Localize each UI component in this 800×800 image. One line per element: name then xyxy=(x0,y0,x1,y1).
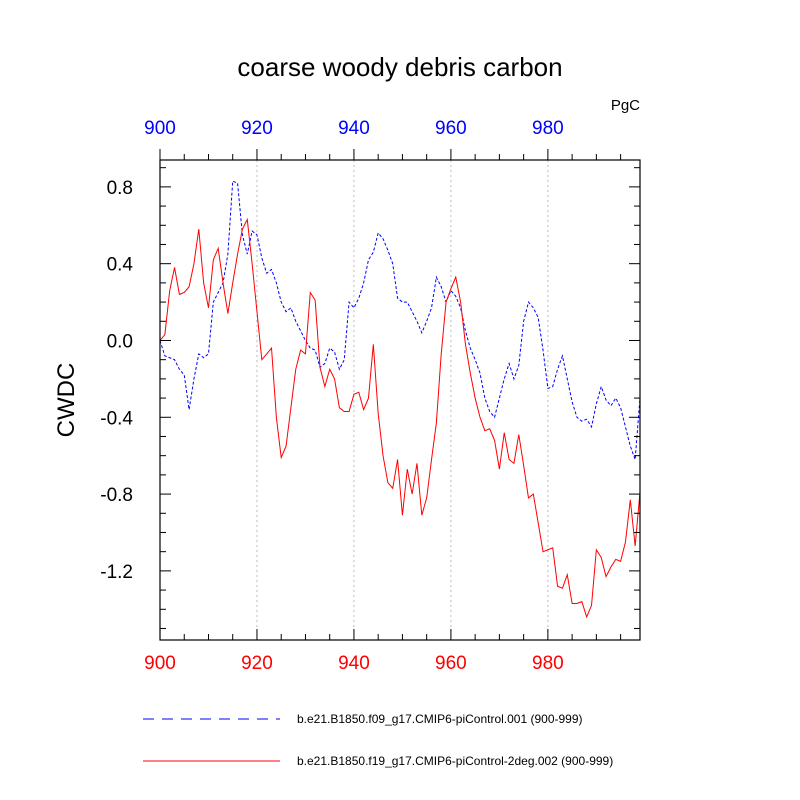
series-line-1 xyxy=(159,180,641,460)
x-tick-label-bottom: 960 xyxy=(435,653,467,674)
grid-lines xyxy=(256,160,549,640)
series-layer xyxy=(159,180,641,619)
y-tick-label: 0.4 xyxy=(107,255,134,276)
x-tick-label-top: 980 xyxy=(532,118,564,139)
chart-title: coarse woody debris carbon xyxy=(237,52,562,82)
y-axis-label: CWDC xyxy=(53,363,80,438)
axes: 900 900 920 920 940 940 960 960 980 980 0.8 0.4 0.0 -… xyxy=(100,118,641,674)
y-tick-label: 0.0 xyxy=(107,331,133,352)
x-tick-label-bottom: 940 xyxy=(338,653,370,674)
legend-label-2: b.e21.B1850.f19_g17.CMIP6-piControl-2deg… xyxy=(297,754,613,768)
x-tick-label-top: 960 xyxy=(435,118,467,139)
x-tick-label-top: 900 xyxy=(144,118,176,139)
series-line-2 xyxy=(159,217,641,619)
y-tick-label: -0.4 xyxy=(100,408,133,429)
plot-frame xyxy=(159,159,641,641)
x-tick-label-top: 940 xyxy=(338,118,370,139)
legend: b.e21.B1850.f09_g17.CMIP6-piControl.001 … xyxy=(143,712,613,768)
units-label: PgC xyxy=(611,97,640,114)
legend-label-1: b.e21.B1850.f09_g17.CMIP6-piControl.001 … xyxy=(297,712,583,726)
y-tick-label: 0.8 xyxy=(107,178,133,199)
x-tick-label-top: 920 xyxy=(241,118,273,139)
y-tick-label: -0.8 xyxy=(100,485,133,506)
y-tick-label: -1.2 xyxy=(100,562,133,583)
x-tick-label-bottom: 980 xyxy=(532,653,564,674)
x-tick-label-bottom: 920 xyxy=(241,653,273,674)
x-tick-label-bottom: 900 xyxy=(144,653,176,674)
